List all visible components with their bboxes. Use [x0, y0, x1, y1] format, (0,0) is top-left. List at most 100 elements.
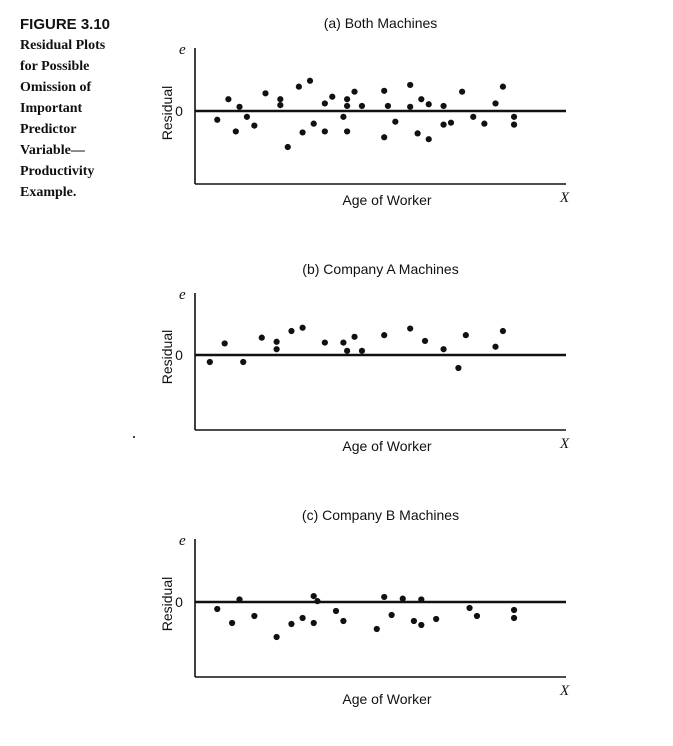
y-axis-symbol: e [179, 533, 186, 549]
data-point [225, 96, 232, 103]
data-point [358, 102, 366, 110]
figure-label: FIGURE 3.10 [20, 16, 111, 33]
data-point [392, 118, 399, 125]
figure-caption: Residual Plots for Possible Omission of … [20, 38, 106, 200]
data-point [381, 332, 388, 339]
data-point [344, 347, 351, 354]
data-point [332, 607, 340, 615]
data-point [407, 325, 414, 332]
data-point [473, 612, 481, 620]
data-point [214, 605, 221, 613]
x-axis-symbol: X [559, 683, 570, 699]
x-axis-symbol: X [559, 436, 570, 452]
data-point [421, 337, 429, 345]
data-point [381, 134, 388, 141]
data-point [310, 120, 317, 127]
data-point [240, 358, 247, 366]
x-axis-label: Age of Worker [342, 438, 432, 454]
ytick-label: 0 [175, 347, 183, 363]
data-point [447, 119, 455, 126]
data-point [236, 103, 243, 110]
data-point [414, 130, 421, 137]
data-point [455, 364, 462, 372]
data-point [273, 338, 280, 345]
data-point [251, 612, 258, 620]
data-point [466, 604, 473, 612]
data-point [381, 87, 388, 94]
data-point [306, 77, 314, 84]
data-point [418, 621, 425, 629]
data-point [295, 83, 302, 90]
data-point [440, 346, 447, 353]
panel-title: (c) Company B Machines [302, 507, 459, 523]
data-point [510, 121, 518, 128]
figure-caption-block: FIGURE 3.10 Residual Plots for Possible … [20, 14, 138, 203]
data-point [229, 619, 236, 627]
data-point [299, 614, 306, 622]
data-point [440, 121, 447, 128]
panel-title: (b) Company A Machines [302, 261, 458, 277]
data-point [510, 614, 518, 622]
x-axis-symbol: X [559, 190, 570, 206]
data-point [510, 113, 518, 120]
data-point [340, 339, 347, 346]
data-point [373, 625, 380, 633]
data-point [388, 611, 395, 619]
data-point [407, 81, 414, 89]
data-point [288, 620, 295, 628]
data-point [358, 347, 366, 354]
data-point [329, 93, 336, 100]
data-point [340, 113, 347, 120]
data-point [340, 617, 347, 625]
data-point [481, 120, 488, 127]
y-axis-symbol: e [179, 287, 186, 303]
data-point [277, 102, 284, 109]
data-point [381, 593, 388, 601]
data-point [310, 619, 317, 627]
data-point [314, 598, 321, 605]
data-point [418, 96, 425, 103]
y-axis-label: Residual [159, 86, 175, 140]
data-point [499, 83, 507, 90]
data-point [407, 103, 414, 110]
data-point [288, 327, 295, 335]
data-point [277, 96, 284, 103]
stray-mark [132, 435, 136, 439]
data-point [510, 606, 518, 614]
data-point [251, 122, 258, 129]
data-point [214, 116, 221, 123]
data-point [425, 101, 432, 108]
y-axis-label: Residual [159, 577, 175, 631]
data-point [321, 100, 328, 107]
data-point [206, 358, 213, 366]
x-axis-label: Age of Worker [342, 691, 432, 707]
data-point [232, 128, 239, 135]
data-point [440, 102, 447, 110]
data-point [299, 129, 306, 136]
data-point [262, 90, 269, 97]
data-point [344, 102, 351, 110]
data-point [299, 324, 306, 331]
data-point [344, 96, 351, 103]
y-axis-label: Residual [159, 330, 175, 384]
data-point [273, 633, 280, 641]
data-point [284, 143, 291, 151]
data-point [470, 113, 477, 120]
y-axis-symbol: e [179, 42, 186, 58]
data-point [221, 340, 228, 347]
data-point [418, 596, 425, 603]
data-point [399, 595, 406, 602]
data-point [384, 102, 392, 110]
x-axis-label: Age of Worker [342, 192, 432, 208]
data-point [344, 128, 351, 135]
data-point [492, 100, 499, 107]
data-point [492, 343, 499, 350]
data-point [321, 128, 328, 135]
data-point [310, 593, 317, 600]
data-point [351, 88, 358, 95]
